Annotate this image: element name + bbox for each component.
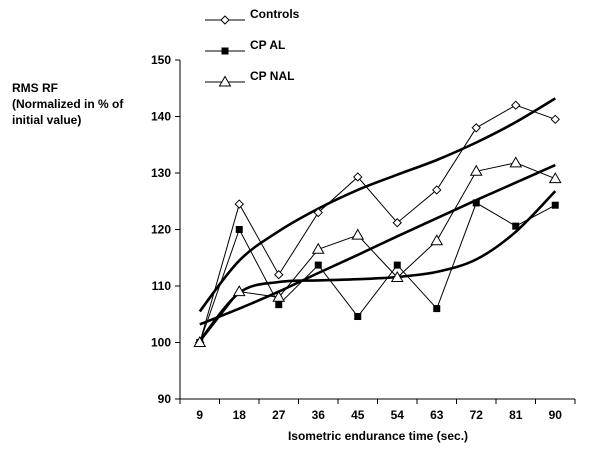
legend-marker-cp-nal: [218, 75, 232, 87]
data-point-cp-al: [393, 261, 401, 269]
x-tick-label: 90: [549, 408, 563, 422]
data-point-controls: [353, 172, 363, 182]
y-tick-label: 100: [151, 336, 171, 350]
data-point-cp-al: [275, 301, 283, 309]
data-point-cp-al: [551, 201, 559, 209]
x-axis-title: Isometric endurance time (sec.): [288, 429, 468, 443]
data-point-cp-nal: [390, 271, 404, 283]
legend-label-controls: Controls: [250, 7, 300, 21]
legend-label-cp-al: CP AL: [250, 38, 285, 52]
x-tick-label: 27: [272, 408, 286, 422]
data-point-controls: [234, 199, 244, 209]
y-tick-label: 140: [151, 110, 171, 124]
series-line-cp-nal: [199, 162, 556, 343]
trendline-cp-al: [198, 190, 557, 342]
y-axis-label-line-3: initial value): [12, 113, 82, 127]
legend: Controls CP AL CP NAL: [205, 7, 300, 87]
data-point-cp-al: [433, 305, 441, 313]
x-tick-label: 54: [391, 408, 405, 422]
data-point-cp-al: [354, 313, 362, 321]
series-line-controls: [199, 104, 556, 343]
y-tick-label: 150: [151, 53, 171, 67]
y-tick-label: 110: [152, 279, 172, 293]
data-point-controls: [511, 100, 521, 110]
x-tick-label: 9: [196, 408, 203, 422]
data-point-controls: [313, 207, 323, 218]
axes: 90 100 110 120 130 140 150 9 18 27 36 45 54 63 72 81 90: [151, 53, 576, 422]
x-tick-label: 72: [470, 408, 484, 422]
data-point-cp-al: [512, 222, 520, 230]
y-axis-label-line-1: RMS RF: [12, 81, 58, 95]
data-point-cp-nal: [509, 156, 523, 168]
legend-marker-controls: [220, 15, 230, 25]
data-point-controls: [274, 269, 284, 280]
x-tick-label: 18: [233, 408, 247, 422]
data-point-cp-al: [472, 199, 480, 207]
y-tick-label: 90: [158, 392, 172, 406]
data-point-cp-nal: [430, 234, 444, 246]
x-tick-label: 81: [509, 408, 523, 422]
trendlines: [198, 97, 557, 342]
data-series: [193, 100, 562, 348]
legend-label-cp-nal: CP NAL: [250, 69, 294, 83]
data-point-controls: [432, 185, 442, 195]
y-tick-label: 120: [151, 223, 171, 237]
y-tick-label: 130: [151, 166, 171, 180]
trendline-controls: [198, 97, 556, 313]
data-point-cp-nal: [272, 290, 286, 302]
data-point-cp-nal: [193, 336, 207, 347]
data-point-cp-al: [314, 261, 322, 269]
data-point-controls: [392, 218, 402, 228]
data-point-cp-al: [235, 226, 243, 233]
legend-marker-cp-al: [221, 47, 229, 55]
data-point-cp-nal: [469, 164, 483, 176]
data-point-cp-nal: [548, 172, 562, 184]
x-tick-label: 36: [312, 408, 326, 422]
data-point-cp-nal: [232, 285, 246, 297]
data-point-cp-nal: [311, 242, 325, 254]
x-tick-label: 63: [430, 408, 444, 422]
data-point-controls: [471, 123, 481, 133]
trendline-cp-nal: [199, 163, 556, 326]
y-axis-label-line-2: (Normalized in % of: [12, 97, 124, 111]
data-point-cp-nal: [351, 228, 365, 240]
x-tick-label: 45: [351, 408, 365, 422]
series-line-cp-al: [199, 202, 556, 343]
data-point-controls: [550, 114, 560, 125]
